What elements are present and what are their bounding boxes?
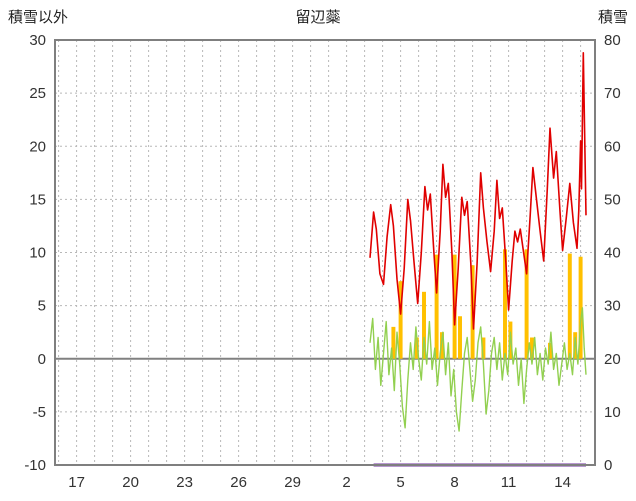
axis-tick-label: 60 bbox=[604, 138, 621, 155]
axis-tick-label: 17 bbox=[68, 474, 85, 491]
axis-tick-label: 14 bbox=[554, 474, 571, 491]
axis-tick-label: 8 bbox=[450, 474, 458, 491]
axis-tick-label: 0 bbox=[38, 351, 46, 368]
axis-tick-label: 50 bbox=[604, 191, 621, 208]
axis-tick-label: 10 bbox=[29, 245, 46, 262]
left-axis-title: 積雪以外 bbox=[8, 9, 69, 26]
axis-tick-label: 70 bbox=[604, 85, 621, 102]
axis-tick-label: 5 bbox=[396, 474, 404, 491]
axis-tick-label: 26 bbox=[230, 474, 247, 491]
axis-tick-label: 30 bbox=[29, 32, 46, 49]
axis-tick-label: 15 bbox=[29, 191, 46, 208]
axis-tick-label: 0 bbox=[604, 457, 612, 474]
axis-tick-label: 10 bbox=[604, 404, 621, 421]
axis-tick-label: 80 bbox=[604, 32, 621, 49]
axis-tick-label: 2 bbox=[342, 474, 350, 491]
right-axis-title: 積雪 bbox=[597, 9, 628, 26]
axis-tick-label: 23 bbox=[176, 474, 193, 491]
axis-tick-label: 11 bbox=[501, 474, 517, 491]
axis-tick-label: 29 bbox=[284, 474, 301, 491]
axis-tick-label: 30 bbox=[604, 298, 621, 315]
axis-tick-label: 20 bbox=[29, 138, 46, 155]
axis-tick-label: 25 bbox=[29, 85, 46, 102]
axis-tick-label: 20 bbox=[604, 351, 621, 368]
axis-tick-label: -5 bbox=[33, 404, 46, 421]
axis-tick-label: 20 bbox=[122, 474, 139, 491]
axis-tick-label: 40 bbox=[604, 245, 621, 262]
axis-tick-label: 5 bbox=[38, 298, 46, 315]
chart-title: 留辺蘂 bbox=[295, 9, 341, 26]
axis-tick-label: -10 bbox=[24, 457, 46, 474]
